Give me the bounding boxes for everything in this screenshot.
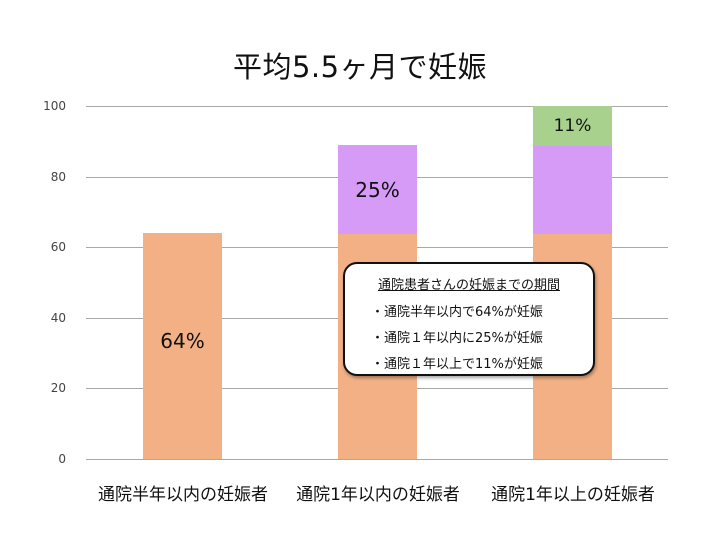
y-tick-label: 20	[50, 381, 66, 395]
callout-line: ・通院半年以内で64%が妊娠	[371, 305, 543, 320]
y-tick-label: 80	[50, 170, 66, 184]
y-tick-label: 0	[58, 452, 66, 466]
bar-segment-one-year: 25%	[338, 145, 417, 234]
data-label: 11%	[553, 116, 592, 136]
x-category-label: 通院1年以上の妊娠者	[491, 485, 655, 505]
bar-segment-half-year: 64%	[143, 233, 222, 459]
data-label: 25%	[355, 177, 400, 202]
y-tick-label: 100	[43, 99, 66, 113]
x-category-label: 通院1年以内の妊娠者	[296, 485, 460, 505]
y-tick-label: 40	[50, 311, 66, 325]
data-label: 64%	[160, 329, 205, 353]
gridline	[86, 106, 668, 107]
gridline	[86, 459, 668, 460]
chart-title: 平均5.5ヶ月で妊娠	[232, 50, 488, 84]
y-tick-label: 60	[50, 240, 66, 254]
callout-heading: 通院患者さんの妊娠までの期間	[377, 278, 560, 293]
callout-box: 通院患者さんの妊娠までの期間 ・通院半年以内で64%が妊娠 ・通院１年以内に25…	[343, 262, 595, 376]
callout-line: ・通院１年以上で11%が妊娠	[371, 357, 543, 372]
x-category-label: 通院半年以内の妊娠者	[98, 485, 268, 505]
bar-half-year: 64%	[143, 233, 222, 459]
bar-segment-one-year	[533, 146, 612, 234]
bar-segment-over-one-year: 11%	[533, 106, 612, 146]
callout-line: ・通院１年以内に25%が妊娠	[371, 331, 543, 346]
